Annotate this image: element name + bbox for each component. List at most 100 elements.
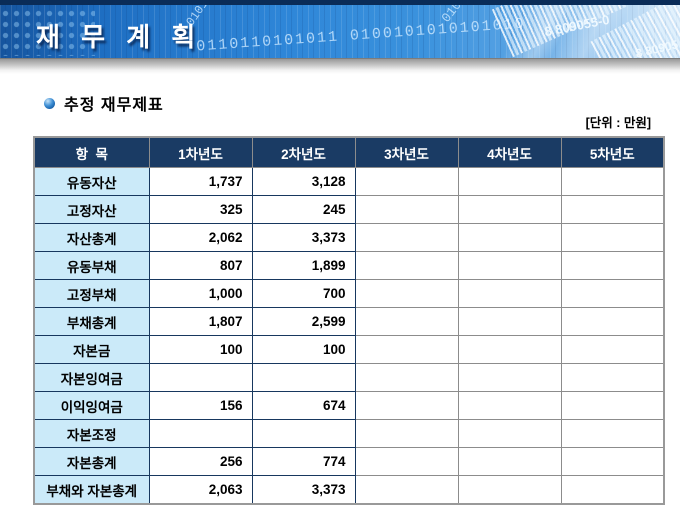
cell-y2: 774 — [251, 447, 356, 476]
cell-y1: 2,063 — [148, 475, 253, 505]
slide-title: 재 무 계 획 — [36, 22, 203, 52]
cell-y5 — [560, 251, 665, 280]
cell-y4 — [457, 335, 562, 364]
row-label: 유동자산 — [33, 167, 150, 196]
cell-y3 — [354, 251, 459, 280]
cell-y1: 1,737 — [148, 167, 253, 196]
cell-y3 — [354, 391, 459, 420]
cell-y2: 674 — [251, 391, 356, 420]
header-year2: 2차년도 — [251, 136, 356, 168]
table-row: 자본조정 — [33, 419, 665, 448]
cell-y3 — [354, 307, 459, 336]
cell-y5 — [560, 391, 665, 420]
cell-y3 — [354, 167, 459, 196]
cell-y2: 3,128 — [251, 167, 356, 196]
table-row: 부채와 자본총계 2,063 3,373 — [33, 475, 665, 505]
cell-y4 — [457, 391, 562, 420]
cell-y5 — [560, 363, 665, 392]
cell-y4 — [457, 363, 562, 392]
row-label: 자본잉여금 — [33, 363, 150, 392]
cell-y4 — [457, 475, 562, 505]
header-year1: 1차년도 — [148, 136, 253, 168]
row-label: 고정부채 — [33, 279, 150, 308]
cell-y4 — [457, 251, 562, 280]
cell-y3 — [354, 447, 459, 476]
cell-y2 — [251, 363, 356, 392]
cell-y5 — [560, 307, 665, 336]
banner-divider — [0, 58, 680, 74]
dot-pattern-decoration — [0, 8, 95, 56]
title-banner: 0110110101011 0100101010101010 01010 010… — [0, 0, 680, 58]
row-label: 자본총계 — [33, 447, 150, 476]
cell-y1 — [148, 363, 253, 392]
row-label: 자본금 — [33, 335, 150, 364]
cell-y1 — [148, 419, 253, 448]
cell-y2: 2,599 — [251, 307, 356, 336]
cell-y3 — [354, 363, 459, 392]
row-label: 부채총계 — [33, 307, 150, 336]
row-label: 고정자산 — [33, 195, 150, 224]
section-heading: 추정 재무제표 — [44, 93, 164, 114]
table-row: 자산총계 2,062 3,373 — [33, 223, 665, 252]
cell-y5 — [560, 195, 665, 224]
cell-y1: 100 — [148, 335, 253, 364]
cell-y2 — [251, 419, 356, 448]
cell-y5 — [560, 475, 665, 505]
cell-y2: 3,373 — [251, 475, 356, 505]
cell-y5 — [560, 167, 665, 196]
table-row: 유동자산 1,737 3,128 — [33, 167, 665, 196]
cell-y4 — [457, 307, 562, 336]
row-label: 자본조정 — [33, 419, 150, 448]
table-row: 자본총계 256 774 — [33, 447, 665, 476]
cell-y4 — [457, 447, 562, 476]
cell-y5 — [560, 279, 665, 308]
cell-y1: 156 — [148, 391, 253, 420]
table-row: 자본금 100 100 — [33, 335, 665, 364]
cell-y3 — [354, 195, 459, 224]
cell-y2: 245 — [251, 195, 356, 224]
cell-y5 — [560, 447, 665, 476]
cell-y1: 325 — [148, 195, 253, 224]
cell-y4 — [457, 167, 562, 196]
table-row: 고정부채 1,000 700 — [33, 279, 665, 308]
cell-y4 — [457, 223, 562, 252]
cell-y2: 1,899 — [251, 251, 356, 280]
row-label: 자산총계 — [33, 223, 150, 252]
header-year4: 4차년도 — [457, 136, 562, 168]
cell-y5 — [560, 223, 665, 252]
header-year5: 5차년도 — [560, 136, 665, 168]
banner-top-strip — [0, 0, 680, 5]
financial-table: 항 목 1차년도 2차년도 3차년도 4차년도 5차년도 유동자산 1,737 … — [33, 136, 665, 505]
table-row: 유동부채 807 1,899 — [33, 251, 665, 280]
cell-y1: 2,062 — [148, 223, 253, 252]
header-item: 항 목 — [33, 136, 150, 168]
cell-y1: 1,000 — [148, 279, 253, 308]
cell-y3 — [354, 475, 459, 505]
cell-y2: 100 — [251, 335, 356, 364]
row-label: 유동부채 — [33, 251, 150, 280]
cell-y4 — [457, 419, 562, 448]
cell-y4 — [457, 195, 562, 224]
cell-y4 — [457, 279, 562, 308]
section-title: 추정 재무제표 — [64, 97, 164, 114]
unit-label: [단위 : 만원] — [585, 116, 651, 130]
table-row: 이익잉여금 156 674 — [33, 391, 665, 420]
cell-y1: 1,807 — [148, 307, 253, 336]
cell-y3 — [354, 335, 459, 364]
header-year3: 3차년도 — [354, 136, 459, 168]
table-row: 고정자산 325 245 — [33, 195, 665, 224]
table-header-row: 항 목 1차년도 2차년도 3차년도 4차년도 5차년도 — [33, 136, 665, 168]
row-label: 부채와 자본총계 — [33, 475, 150, 505]
bullet-icon — [44, 97, 55, 109]
cell-y5 — [560, 335, 665, 364]
cell-y3 — [354, 419, 459, 448]
cell-y3 — [354, 223, 459, 252]
cell-y3 — [354, 279, 459, 308]
row-label: 이익잉여금 — [33, 391, 150, 420]
table-row: 자본잉여금 — [33, 363, 665, 392]
cell-y5 — [560, 419, 665, 448]
table-row: 부채총계 1,807 2,599 — [33, 307, 665, 336]
cell-y1: 256 — [148, 447, 253, 476]
cell-y2: 3,373 — [251, 223, 356, 252]
